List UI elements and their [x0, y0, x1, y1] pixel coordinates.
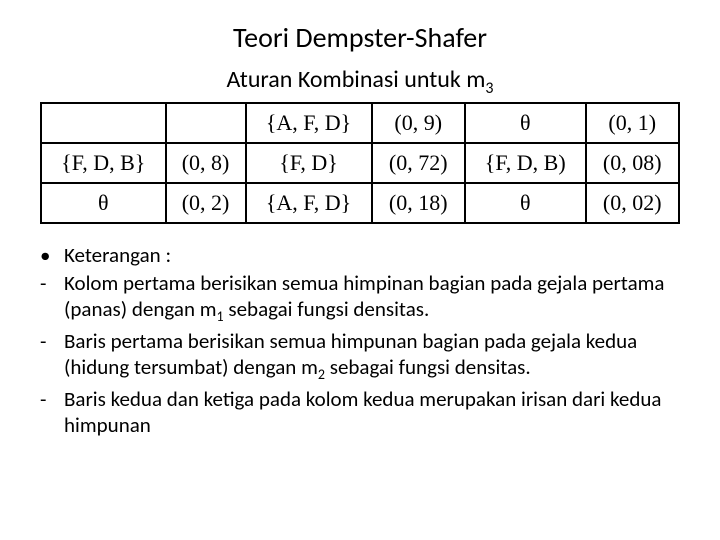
bullet-icon: - — [40, 328, 64, 384]
cell: {F, D} — [246, 143, 372, 183]
table-row: {A, F, D} (0, 9) θ (0, 1) — [41, 103, 679, 143]
subtitle-sub: 3 — [485, 79, 493, 98]
note-sub: 2 — [318, 366, 325, 383]
cell — [41, 103, 166, 143]
subtitle: Aturan Kombinasi untuk m3 — [40, 65, 680, 98]
list-item: - Baris pertama berisikan semua himpunan… — [40, 328, 680, 384]
cell: {A, F, D} — [246, 183, 372, 223]
note-text-post: sebagai fungsi densitas. — [325, 354, 531, 380]
list-item: - Baris kedua dan ketiga pada kolom kedu… — [40, 386, 680, 439]
table-row: {F, D, B} (0, 8) {F, D} (0, 72) {F, D, B… — [41, 143, 679, 183]
cell: {A, F, D} — [246, 103, 372, 143]
cell: (0, 72) — [372, 143, 465, 183]
cell: (0, 08) — [586, 143, 679, 183]
bullet-icon: - — [40, 270, 64, 326]
cell: (0, 9) — [372, 103, 465, 143]
note-text: Baris pertama berisikan semua himpunan b… — [64, 328, 680, 384]
note-text: Kolom pertama berisikan semua himpinan b… — [64, 270, 680, 326]
note-text: Baris kedua dan ketiga pada kolom kedua … — [64, 386, 680, 439]
cell: (0, 1) — [586, 103, 679, 143]
bullet-icon: - — [40, 386, 64, 439]
list-item: - Kolom pertama berisikan semua himpinan… — [40, 270, 680, 326]
combination-table: {A, F, D} (0, 9) θ (0, 1) {F, D, B} (0, … — [40, 102, 680, 224]
cell: θ — [465, 103, 586, 143]
page-title: Teori Dempster-Shafer — [40, 20, 680, 55]
cell: (0, 8) — [166, 143, 246, 183]
cell: θ — [41, 183, 166, 223]
note-text: Keterangan : — [64, 242, 680, 268]
cell: (0, 2) — [166, 183, 246, 223]
subtitle-text: Aturan Kombinasi untuk m — [227, 65, 486, 94]
cell — [166, 103, 246, 143]
cell: θ — [465, 183, 586, 223]
cell: (0, 18) — [372, 183, 465, 223]
cell: {F, D, B} — [41, 143, 166, 183]
cell: (0, 02) — [586, 183, 679, 223]
list-item: • Keterangan : — [40, 242, 680, 268]
table-row: θ (0, 2) {A, F, D} (0, 18) θ (0, 02) — [41, 183, 679, 223]
bullet-icon: • — [40, 242, 64, 268]
note-sub: 1 — [217, 308, 224, 325]
cell: {F, D, B) — [465, 143, 586, 183]
note-text-post: sebagai fungsi densitas. — [224, 296, 430, 322]
notes: • Keterangan : - Kolom pertama berisikan… — [40, 242, 680, 439]
